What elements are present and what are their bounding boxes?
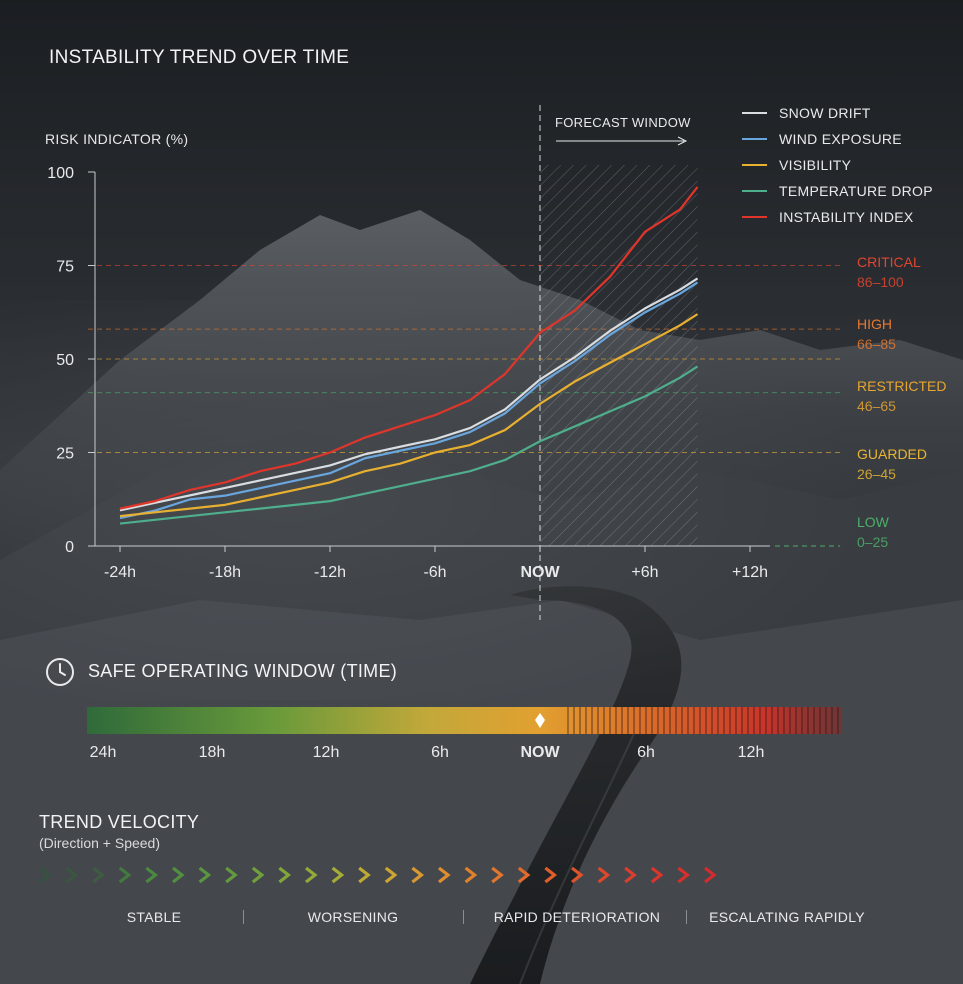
- safe-window-tick: 18h: [198, 744, 226, 761]
- legend-label: WIND EXPOSURE: [779, 131, 902, 147]
- legend-label: TEMPERATURE DROP: [779, 183, 933, 199]
- safe-window-tick: 6h: [431, 744, 449, 761]
- legend-label: INSTABILITY INDEX: [779, 209, 914, 225]
- legend-label: VISIBILITY: [779, 157, 852, 173]
- phase-separator: [243, 910, 244, 924]
- risk-band-label: GUARDED: [857, 446, 928, 462]
- risk-band-low: LOW 0–25: [857, 512, 889, 552]
- phase-separator: [463, 910, 464, 924]
- risk-band-range: 0–25: [857, 534, 889, 550]
- risk-band-label: LOW: [857, 514, 889, 530]
- chevron-right-icon: [251, 866, 265, 884]
- y-tick-label: 50: [56, 352, 74, 369]
- trend-phase-label: RAPID DETERIORATION: [493, 909, 661, 925]
- trend-phase-label: WORSENING: [307, 909, 399, 925]
- chevron-right-icon: [491, 866, 504, 884]
- chevron-right-icon: [39, 866, 52, 884]
- chevron-right-icon: [65, 866, 79, 884]
- x-tick-label: -6h: [423, 564, 446, 581]
- risk-band-high: HIGH 66–85: [857, 314, 896, 354]
- risk-band-critical: CRITICAL 86–100: [857, 252, 921, 292]
- chevron-right-icon: [650, 866, 664, 884]
- chevron-right-icon: [597, 866, 611, 884]
- risk-band-label: HIGH: [857, 316, 892, 332]
- risk-band-range: 46–65: [857, 398, 896, 414]
- chevron-right-icon: [118, 866, 132, 884]
- chevron-right-icon: [331, 866, 345, 884]
- x-tick-label: +6h: [631, 564, 658, 581]
- safe-window-tick: 24h: [89, 744, 117, 761]
- trend-velocity-arrows: [39, 866, 717, 884]
- safe-window-tick: 12h: [312, 744, 340, 761]
- y-tick-label: 25: [56, 446, 74, 463]
- chevron-right-icon: [544, 866, 558, 884]
- series-line-visibility: [119, 313, 699, 518]
- safe-window-tick: 12h: [737, 744, 765, 761]
- y-axis-label: RISK INDICATOR (%): [45, 131, 189, 147]
- forecast-window-label: FORECAST WINDOW: [555, 115, 691, 130]
- y-tick-label: 75: [56, 259, 74, 276]
- chevron-right-icon: [704, 866, 717, 884]
- chevron-right-icon: [305, 866, 318, 884]
- safe-window-tick: NOW: [520, 744, 560, 761]
- chevron-right-icon: [278, 866, 292, 884]
- chevron-right-icon: [677, 866, 691, 884]
- risk-band-label: RESTRICTED: [857, 378, 947, 394]
- x-tick-label: +12h: [732, 564, 768, 581]
- chevron-right-icon: [411, 866, 425, 884]
- x-tick-label: -18h: [209, 564, 241, 581]
- risk-band-range: 26–45: [857, 466, 896, 482]
- legend-label: SNOW DRIFT: [779, 105, 871, 121]
- chevron-right-icon: [571, 866, 584, 884]
- safe-window-gradient-bar: [87, 707, 842, 734]
- safe-window-title: SAFE OPERATING WINDOW (TIME): [88, 661, 398, 681]
- trend-phase-label: ESCALATING RAPIDLY: [709, 909, 865, 925]
- chevron-right-icon: [624, 866, 637, 884]
- series-line-wind-exposure: [119, 281, 699, 520]
- safe-window-tick: 6h: [637, 744, 655, 761]
- y-tick-label: 0: [65, 539, 74, 556]
- series-line-instability-index: [119, 186, 699, 510]
- chevron-right-icon: [438, 866, 451, 884]
- x-tick-label: NOW: [520, 564, 560, 581]
- trend-velocity-title: TREND VELOCITY: [39, 812, 200, 832]
- chevron-right-icon: [145, 866, 159, 884]
- chevron-right-icon: [517, 866, 531, 884]
- chevron-right-icon: [172, 866, 185, 884]
- phase-separator: [686, 910, 687, 924]
- y-tick-label: 100: [47, 165, 74, 182]
- chevron-right-icon: [464, 866, 478, 884]
- x-tick-label: -24h: [104, 564, 136, 581]
- series-line-temperature-drop: [119, 365, 699, 525]
- forecast-arrowhead: [677, 136, 688, 146]
- chevron-right-icon: [198, 866, 212, 884]
- x-tick-label: -12h: [314, 564, 346, 581]
- risk-band-range: 86–100: [857, 274, 904, 290]
- chart-title: INSTABILITY TREND OVER TIME: [49, 47, 350, 68]
- chevron-right-icon: [384, 866, 398, 884]
- risk-band-restricted: RESTRICTED 46–65: [857, 376, 946, 416]
- trend-phase-label: STABLE: [126, 909, 182, 925]
- chevron-right-icon: [225, 866, 238, 884]
- chevron-right-icon: [92, 866, 105, 884]
- trend-velocity-subtitle: (Direction + Speed): [39, 835, 161, 851]
- instability-line-chart: FORECAST WINDOW 0 25 50 75 100 -24h -18h -12h -6…: [47, 105, 933, 620]
- clock-icon: [46, 658, 74, 686]
- risk-band-guarded: GUARDED 26–45: [857, 444, 927, 484]
- risk-band-range: 66–85: [857, 336, 896, 352]
- series-line-snow-drift: [119, 277, 699, 512]
- chevron-right-icon: [358, 866, 371, 884]
- risk-band-label: CRITICAL: [857, 254, 921, 270]
- forecast-window-area: [540, 165, 698, 546]
